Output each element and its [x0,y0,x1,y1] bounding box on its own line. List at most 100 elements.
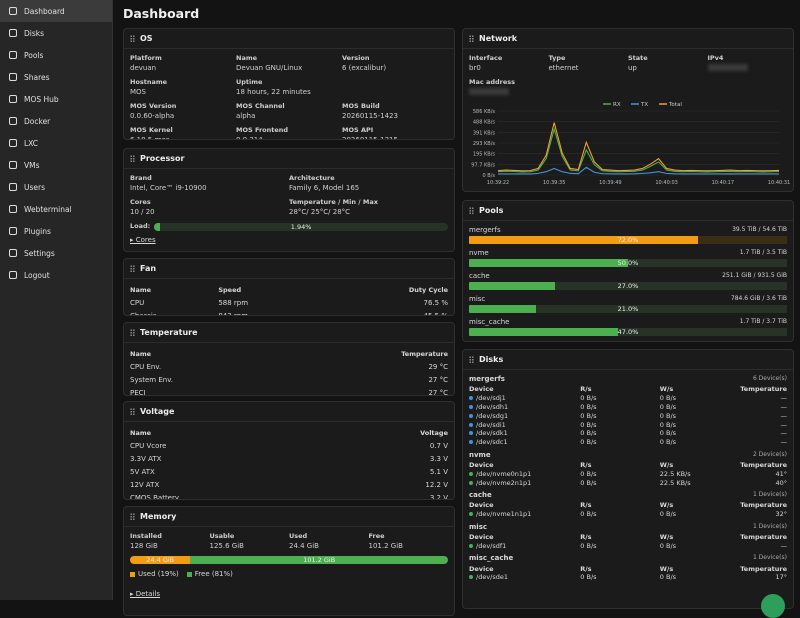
table-cell: CMOS Battery [130,493,180,500]
nav-label: Disks [24,28,45,38]
pool-fill [469,282,555,290]
field: Type ethernet [549,54,629,72]
card-title-text: Voltage [140,407,175,416]
table-cell: 45.5 % [423,311,448,316]
table-cell: 12V ATX [130,480,160,489]
nav-item[interactable]: Logout [0,264,112,286]
nav-item[interactable]: MOS Hub [0,88,112,110]
cell-text: /dev/sdh1 [476,402,509,411]
field-value: 20260115-1423 [342,112,398,120]
nav-item[interactable]: Plugins [0,220,112,242]
memory-bar: 24.4 GiB 101.2 GiB [130,556,448,564]
memory-used: 24.4 GiB [130,556,191,564]
table-row: 3.3V ATX 3.3 V [130,452,448,465]
nav-item[interactable]: VMs [0,154,112,176]
nav-item[interactable]: Users [0,176,112,198]
cell-text: 0 B/s [659,394,677,403]
field-value: 24.4 GiB [289,542,319,550]
cell-text: /dev/sdk1 [476,429,508,438]
column-header: R/s [580,532,592,541]
disk-group-header: misc_cache 1 Device(s) [469,554,787,562]
table-row: CPU 588 rpm 76.5 % [130,296,448,309]
disk-group-header: nvme 2 Device(s) [469,451,787,459]
card-title-text: Temperature [140,328,198,337]
nav-item[interactable]: Dashboard [0,0,112,22]
nav-item[interactable]: Docker [0,110,112,132]
drag-handle [469,35,474,42]
status-dot [469,575,473,580]
legend-label: TX [640,102,648,108]
disk-group-count: 6 Device(s) [752,375,787,382]
nav-icon [9,29,17,37]
status-dot [469,440,473,445]
y-tick-label: 0 B/s [483,173,496,179]
nav-label: Shares [24,72,50,82]
cell-text: /dev/nvme1n1p1 [476,510,532,519]
drag-handle [130,155,135,162]
table-cell: Chassis [130,311,157,316]
column-header: Duty Cycle [408,286,448,294]
blurred-value [469,88,509,95]
details-link[interactable]: ▸ Details [130,590,161,598]
card-title: Fan [130,264,448,273]
cell-text: 0 B/s [659,573,677,582]
cell-text: 41° [775,469,787,478]
table-cell: 27 °C [428,375,448,384]
card-title: Processor [130,154,448,163]
field: Usable 125.6 GiB [210,532,290,550]
cell-text: — [780,411,788,420]
separator [124,526,454,527]
nav-item[interactable]: Pools [0,44,112,66]
field: Version 6 (excalibur) [342,54,448,72]
x-tick-label: 10:39:49 [599,180,621,186]
field-row: Platform devuan Name Devuan GNU/Linux Versio… [130,54,448,72]
nav-icon [9,51,17,59]
pool-bar: 47.0% [469,328,787,336]
nav-icon [9,227,17,235]
cell-text: 0 B/s [580,402,597,411]
pool-header: mergerfs 39.5 TiB / 54.6 TiB [469,226,787,234]
field: MOS Channel alpha [236,102,342,120]
nav-item[interactable]: Disks [0,22,112,44]
disk-group-header: cache 1 Device(s) [469,491,787,499]
table-cell: PECI [130,388,146,396]
field-label: Version [342,54,370,62]
field-value: br0 [469,64,481,72]
nav-label: Docker [24,116,51,126]
nav-item[interactable]: LXC [0,132,112,154]
table-cell: — [723,403,788,412]
field-label: Type [548,54,566,62]
separator [463,369,793,370]
card-title: Network [469,34,787,43]
cell-text: 0 B/s [659,420,677,429]
cores-link[interactable]: ▸ Cores [130,236,156,244]
table-cell: 0 B/s [580,411,660,420]
legend-item: Free (81%) [186,570,233,578]
table-cell: 0 B/s [580,573,660,582]
table-cell: 0 B/s [580,420,660,429]
field-label: Platform [130,54,162,62]
column-header: Temperature [401,350,448,358]
field: MOS Version 0.0.60-alpha [130,102,236,120]
cell-text: 0 B/s [580,429,597,438]
pool-header: misc 784.6 GiB / 3.6 TiB [469,295,787,303]
table-row: 12V ATX 12.2 V [130,478,448,491]
field-row: MOS Kernel 6.18.5-mos MOS Frontend 0.0.314 M… [130,126,448,139]
table-cell: 0 B/s [580,429,660,438]
fab-button[interactable] [761,594,785,618]
nav-item[interactable]: Shares [0,66,112,88]
table-cell: 0 B/s [580,394,660,403]
table-cell: 0 B/s [660,541,724,550]
card-title: Memory [130,512,448,521]
table-cell: — [723,394,788,403]
nav-item[interactable]: Webterminal [0,198,112,220]
nav-item[interactable]: Settings [0,242,112,264]
disk-row: /dev/nvme2n1p1 0 B/s 22.5 KB/s 40° [469,478,787,487]
temperature-card: Temperature Name Temperature CPU Env. 29 °C S… [123,322,455,396]
field-value: Intel, Core™ i9-10900 [130,184,207,192]
table-row: CPU Vcore 0.7 V [130,439,448,452]
field: Cores 10 / 20 [130,198,289,216]
separator [124,421,454,422]
field-value: Family 6, Model 165 [289,184,360,192]
table-cell: 0 B/s [660,420,724,429]
